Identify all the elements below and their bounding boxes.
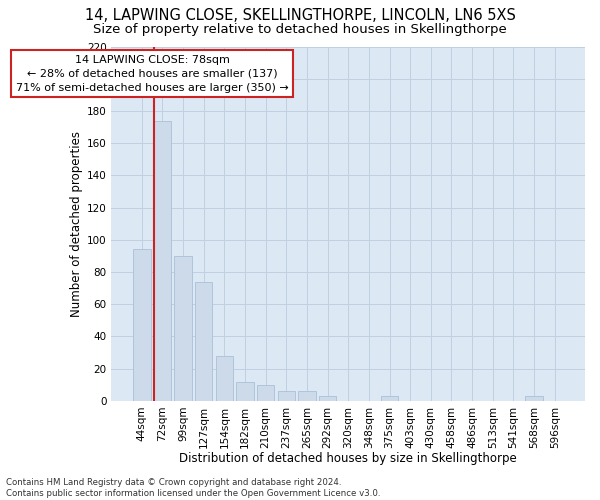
Bar: [319, 396, 337, 401]
Bar: [236, 382, 254, 401]
Bar: [215, 356, 233, 401]
Text: Size of property relative to detached houses in Skellingthorpe: Size of property relative to detached ho…: [93, 22, 507, 36]
Bar: [195, 282, 212, 401]
Text: 14 LAPWING CLOSE: 78sqm
← 28% of detached houses are smaller (137)
71% of semi-d: 14 LAPWING CLOSE: 78sqm ← 28% of detache…: [16, 54, 289, 92]
Text: Contains HM Land Registry data © Crown copyright and database right 2024.
Contai: Contains HM Land Registry data © Crown c…: [6, 478, 380, 498]
Bar: [278, 391, 295, 401]
Bar: [133, 250, 151, 401]
Bar: [381, 396, 398, 401]
Bar: [154, 120, 171, 401]
Bar: [298, 391, 316, 401]
Y-axis label: Number of detached properties: Number of detached properties: [70, 130, 83, 316]
Bar: [174, 256, 192, 401]
X-axis label: Distribution of detached houses by size in Skellingthorpe: Distribution of detached houses by size …: [179, 452, 517, 465]
Bar: [257, 384, 274, 401]
Bar: [525, 396, 543, 401]
Text: 14, LAPWING CLOSE, SKELLINGTHORPE, LINCOLN, LN6 5XS: 14, LAPWING CLOSE, SKELLINGTHORPE, LINCO…: [85, 8, 515, 22]
